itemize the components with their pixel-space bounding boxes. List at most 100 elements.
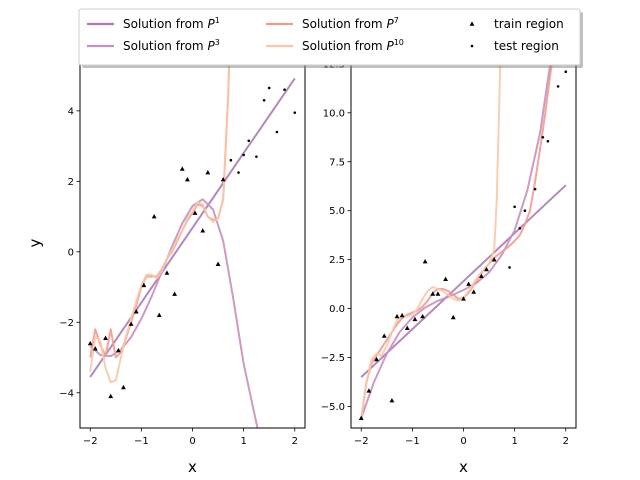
left-x-tick-label-1: −1 xyxy=(134,436,149,447)
left-train-point-19 xyxy=(220,176,226,182)
legend-label-2: Solution from P7 xyxy=(302,16,399,31)
right-train-point-0 xyxy=(358,415,364,421)
left-test-point-6 xyxy=(267,86,271,90)
right-train-point-12 xyxy=(435,291,441,296)
left-x-axis-label: x xyxy=(188,458,197,476)
right-train-point-15 xyxy=(461,296,466,301)
left-y-tick-label-1: −2 xyxy=(59,318,74,329)
left-train-point-12 xyxy=(172,291,178,296)
left-train-point-3 xyxy=(108,393,114,399)
right-test-point-0 xyxy=(508,266,511,269)
left-series-line-1 xyxy=(89,198,259,428)
right-train-point-3 xyxy=(381,333,387,338)
right-train-point-5 xyxy=(394,313,400,319)
right-test-point-2 xyxy=(518,227,522,230)
left-train-point-8 xyxy=(141,282,147,288)
left-train-point-10 xyxy=(156,312,162,318)
right-series-line-1 xyxy=(360,58,553,419)
right-series-line-3 xyxy=(360,58,502,419)
left-train-point-18 xyxy=(215,261,221,266)
legend-dot-marker xyxy=(470,44,474,48)
right-x-tick-label-4: 2 xyxy=(563,436,569,447)
right-x-tick-label-0: −2 xyxy=(354,436,369,447)
right-train-point-6 xyxy=(399,312,405,318)
left-x-tick-label-2: 0 xyxy=(189,436,195,447)
left-train-point-9 xyxy=(151,213,157,219)
left-test-point-2 xyxy=(242,153,245,157)
left-test-point-7 xyxy=(275,130,279,134)
left-test-point-1 xyxy=(237,171,240,174)
left-train-point-14 xyxy=(184,176,190,182)
right-train-point-10 xyxy=(422,258,428,264)
left-train-point-16 xyxy=(200,228,206,233)
left-test-point-9 xyxy=(293,111,297,114)
left-y-tick-label-0: −4 xyxy=(59,388,74,399)
right-series-line-2 xyxy=(360,58,554,421)
right-x-tick-label-1: −1 xyxy=(405,436,420,447)
left-test-point-8 xyxy=(283,88,286,92)
left-train-point-6 xyxy=(128,321,134,326)
right-train-point-2 xyxy=(374,356,379,362)
right-train-point-4 xyxy=(389,397,395,403)
right-test-point-5 xyxy=(541,135,545,139)
right-y-tick-label-5: 7.5 xyxy=(329,157,345,168)
legend-label-0: Solution from P1 xyxy=(123,16,220,31)
legend-box xyxy=(78,8,581,66)
right-y-tick-label-3: 2.5 xyxy=(329,255,345,266)
left-plot: −2 −1 0 1 2 −4 −2 0 2 4 x y xyxy=(26,57,306,476)
right-train-point-8 xyxy=(412,316,418,322)
right-test-point-8 xyxy=(564,70,568,74)
left-train-point-13 xyxy=(179,166,185,171)
right-train-point-19 xyxy=(484,266,489,272)
right-y-tick-label-6: 10.0 xyxy=(323,108,345,119)
left-x-tick-label-0: −2 xyxy=(83,436,98,447)
left-x-tick-label-4: 2 xyxy=(292,436,298,447)
left-train-point-11 xyxy=(164,270,170,275)
right-train-point-17 xyxy=(471,289,477,294)
left-y-tick-label-2: 0 xyxy=(68,247,74,258)
left-test-point-3 xyxy=(247,139,251,143)
right-train-point-20 xyxy=(491,257,497,262)
right-x-tick-label-2: 0 xyxy=(460,436,466,447)
right-train-point-16 xyxy=(466,281,472,286)
right-x-tick-label-3: 1 xyxy=(511,436,517,447)
right-train-point-14 xyxy=(450,314,456,320)
right-test-point-6 xyxy=(546,139,550,143)
left-train-point-4 xyxy=(115,347,121,353)
left-test-point-0 xyxy=(229,158,233,162)
right-test-point-7 xyxy=(556,85,560,88)
left-series-line-0 xyxy=(89,77,296,378)
left-x-tick-label-3: 1 xyxy=(240,436,246,447)
left-train-point-0 xyxy=(87,340,93,346)
right-train-point-18 xyxy=(478,273,484,279)
left-train-point-15 xyxy=(192,210,198,215)
left-y-tick-label-3: 2 xyxy=(68,177,74,188)
right-train-point-13 xyxy=(443,276,449,282)
left-test-point-4 xyxy=(255,155,258,158)
right-y-tick-label-4: 5.0 xyxy=(329,206,345,217)
legend: Solution from P1 Solution from P3 Solution… xyxy=(78,8,583,68)
legend-label-5: test region xyxy=(494,39,559,53)
right-train-point-1 xyxy=(366,388,372,393)
right-train-point-11 xyxy=(430,291,436,296)
left-train-point-1 xyxy=(92,346,98,351)
right-test-point-4 xyxy=(533,187,537,191)
right-y-tick-label-1: −2.5 xyxy=(321,353,345,364)
right-train-point-7 xyxy=(404,325,410,330)
left-train-point-2 xyxy=(103,335,108,340)
legend-label-1: Solution from P3 xyxy=(123,38,220,53)
left-y-tick-label-4: 4 xyxy=(68,106,74,117)
right-x-axis-label: x xyxy=(459,458,468,476)
right-test-point-1 xyxy=(513,205,516,209)
left-y-axis-label: y xyxy=(26,238,44,247)
legend-label-4: train region xyxy=(494,17,564,31)
left-test-point-5 xyxy=(262,98,266,102)
legend-label-3: Solution from P10 xyxy=(302,38,404,53)
right-y-tick-label-0: −5.0 xyxy=(321,402,345,413)
left-train-point-5 xyxy=(121,384,126,390)
left-train-point-7 xyxy=(133,309,139,314)
right-y-tick-label-2: 0.0 xyxy=(329,304,345,315)
left-series-line-3 xyxy=(89,58,231,384)
